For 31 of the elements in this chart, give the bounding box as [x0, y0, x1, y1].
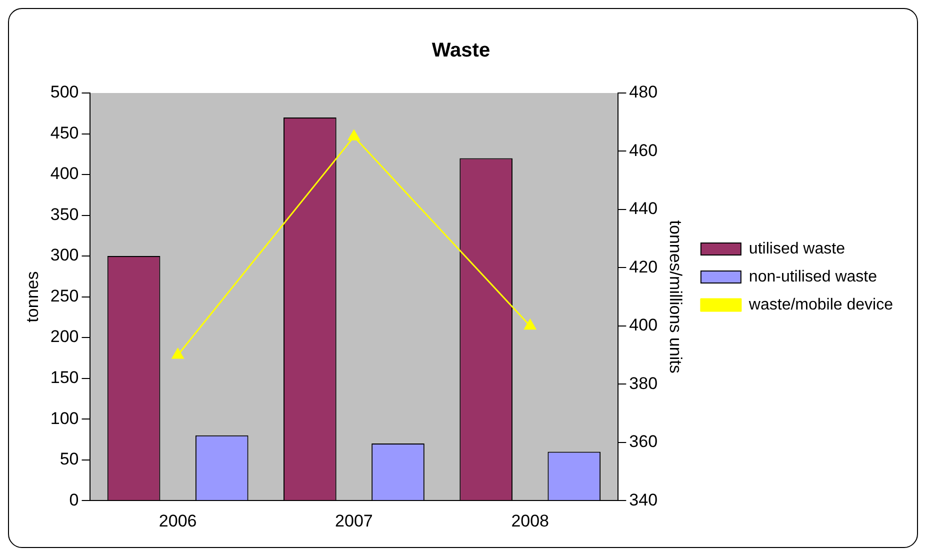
- y-tick-label: 200: [50, 327, 79, 346]
- y2-tick-label: 380: [629, 374, 658, 393]
- y2-tick-label: 400: [629, 316, 658, 335]
- y-tick-label: 400: [50, 164, 79, 184]
- point: [172, 348, 184, 359]
- y2-tick-label: 460: [629, 140, 658, 160]
- x-tick-label: 2006: [158, 511, 197, 530]
- y-tick-label: 150: [50, 368, 79, 388]
- y-tick-label: 450: [50, 123, 79, 142]
- y2-tick-label: 340: [629, 490, 658, 510]
- y-tick-label: 0: [69, 490, 79, 510]
- y2-tick-label: 440: [629, 199, 658, 218]
- y-tick-label: 500: [50, 82, 79, 102]
- legend-label: utilised waste: [748, 240, 846, 258]
- point: [524, 319, 536, 330]
- y-tick-label: 50: [60, 450, 79, 469]
- y2-axis-title: tonnes/millions units: [666, 220, 686, 374]
- chart-title: Waste: [432, 40, 490, 62]
- y2-tick-label: 360: [629, 432, 658, 452]
- y-tick-label: 350: [50, 204, 79, 224]
- point: [348, 130, 360, 140]
- legend-label: waste/mobile device: [748, 296, 894, 314]
- legend-label: non-utilised waste: [748, 268, 878, 286]
- y-tick-label: 300: [50, 246, 79, 265]
- y-tick-label: 250: [50, 286, 79, 306]
- x-tick-label: 2008: [511, 511, 550, 530]
- y2-tick-label: 480: [629, 82, 658, 102]
- y-tick-label: 100: [50, 408, 79, 428]
- y-axis-title: tonnes: [22, 271, 42, 322]
- y2-tick-label: 420: [629, 257, 658, 276]
- x-tick-label: 2007: [335, 511, 373, 530]
